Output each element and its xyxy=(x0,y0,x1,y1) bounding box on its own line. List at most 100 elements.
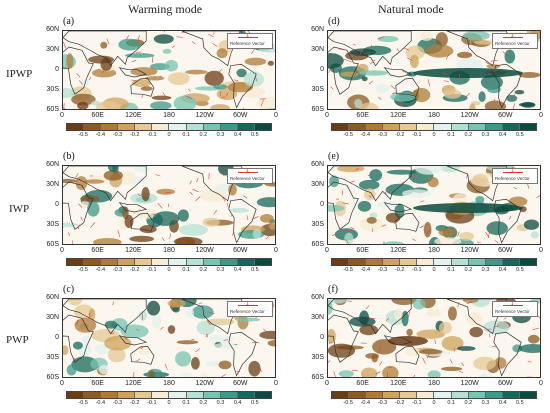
wind-vector xyxy=(169,233,171,239)
longitude-label: 120E xyxy=(125,247,142,254)
wind-vector xyxy=(131,79,137,81)
colorbar-swatch xyxy=(332,392,350,398)
colorbar-swatch xyxy=(451,259,469,265)
wind-vector xyxy=(223,339,228,341)
anomaly-patch xyxy=(80,78,90,87)
anomaly-patch xyxy=(475,196,485,204)
anomaly-patch xyxy=(406,328,413,337)
anomaly-patch xyxy=(480,74,503,90)
title-warming-mode: Warming mode xyxy=(128,2,203,16)
colorbar-tick-label: 0 xyxy=(167,132,171,138)
wind-vector xyxy=(133,371,135,377)
anomaly-patch xyxy=(427,177,439,188)
longitude-label: 120W xyxy=(460,112,479,119)
anomaly-patch xyxy=(420,31,433,41)
anomaly-patch xyxy=(153,34,174,44)
colorbar xyxy=(66,258,272,266)
colorbar-swatch xyxy=(220,124,238,130)
anomaly-patch xyxy=(441,366,463,371)
anomaly-patch xyxy=(438,321,452,334)
anomaly-field-map xyxy=(63,31,275,109)
colorbar-swatch xyxy=(67,392,85,398)
reference-label: Reference Vector xyxy=(230,176,265,181)
anomaly-patch xyxy=(118,38,141,51)
colorbar-tick-label: 0.5 xyxy=(251,132,259,138)
anomaly-patch xyxy=(93,238,122,244)
anomaly-patch xyxy=(329,175,340,188)
anomaly-patch xyxy=(434,237,462,244)
anomaly-patch xyxy=(244,57,267,66)
anomaly-patch xyxy=(104,320,118,329)
reference-vector-legend: 1 Reference Vector xyxy=(227,33,273,49)
anomaly-patch xyxy=(67,299,83,306)
coastline xyxy=(383,202,413,213)
wind-vector xyxy=(430,41,434,43)
colorbar-swatch xyxy=(383,259,401,265)
wind-vector xyxy=(209,312,215,314)
colorbar-swatch xyxy=(383,124,401,130)
anomaly-patch xyxy=(100,57,113,71)
wind-vector xyxy=(360,49,362,55)
longitude-label: 60W xyxy=(498,112,513,119)
anomaly-patch xyxy=(140,86,153,91)
reference-arrow xyxy=(238,37,258,38)
colorbar-tick-label: 0.5 xyxy=(251,267,259,273)
reference-value: 1 xyxy=(246,301,249,307)
colorbar-swatch xyxy=(502,392,520,398)
wind-vector xyxy=(206,333,208,338)
anomaly-patch xyxy=(473,356,497,370)
anomaly-patch xyxy=(371,354,378,363)
latitude-label: 60S xyxy=(46,374,59,381)
colorbar-swatch xyxy=(332,124,350,130)
colorbar-tick-label: -0.5 xyxy=(343,400,353,406)
colorbar-tick-label: -0.5 xyxy=(343,132,353,138)
anomaly-patch xyxy=(530,231,539,239)
anomaly-patch xyxy=(228,184,237,196)
colorbar-swatch xyxy=(417,124,435,130)
anomaly-patch xyxy=(382,365,399,377)
longitude-label: 120E xyxy=(390,112,407,119)
wind-vector xyxy=(260,99,264,107)
wind-vector xyxy=(489,334,491,338)
longitude-label: 60E xyxy=(356,247,369,254)
anomaly-patch xyxy=(466,312,483,326)
wind-vector xyxy=(259,367,262,373)
anomaly-patch xyxy=(96,101,121,109)
wind-vector xyxy=(187,88,191,92)
anomaly-patch xyxy=(337,166,365,173)
wind-vector xyxy=(189,180,192,185)
wind-vector xyxy=(110,332,115,335)
anomaly-patch xyxy=(472,174,489,187)
longitude-label: 120W xyxy=(460,380,479,387)
latitude-label: 30N xyxy=(311,181,324,188)
longitude-label: 60W xyxy=(233,112,248,119)
wind-vector xyxy=(385,317,390,322)
wind-vector xyxy=(195,348,200,353)
anomaly-patch xyxy=(412,87,431,103)
wind-vector xyxy=(328,360,331,364)
anomaly-patch xyxy=(527,334,540,344)
colorbar-swatch xyxy=(383,392,401,398)
colorbar-swatch xyxy=(135,259,153,265)
wind-vector xyxy=(124,336,128,341)
anomaly-patch xyxy=(185,308,195,318)
anomaly-patch xyxy=(252,228,262,239)
colorbar-tick-label: -0.1 xyxy=(412,400,422,406)
wind-vector xyxy=(80,216,83,221)
coastline xyxy=(63,181,94,230)
wind-vector xyxy=(477,241,481,243)
wind-vector xyxy=(162,92,167,99)
colorbar-tick-label: -0.2 xyxy=(394,132,405,138)
anomaly-patch xyxy=(514,90,525,95)
wind-vector xyxy=(231,231,235,236)
colorbar-tick-label: 0.3 xyxy=(216,267,225,273)
wind-vector xyxy=(532,327,539,330)
wind-vector xyxy=(68,232,70,236)
anomaly-patch xyxy=(100,41,108,49)
latitude-label: 30N xyxy=(311,314,324,321)
colorbar-swatch xyxy=(186,259,204,265)
wind-vector xyxy=(403,47,410,51)
anomaly-patch xyxy=(401,310,409,327)
anomaly-patch xyxy=(151,314,162,329)
anomaly-patch xyxy=(103,170,123,181)
